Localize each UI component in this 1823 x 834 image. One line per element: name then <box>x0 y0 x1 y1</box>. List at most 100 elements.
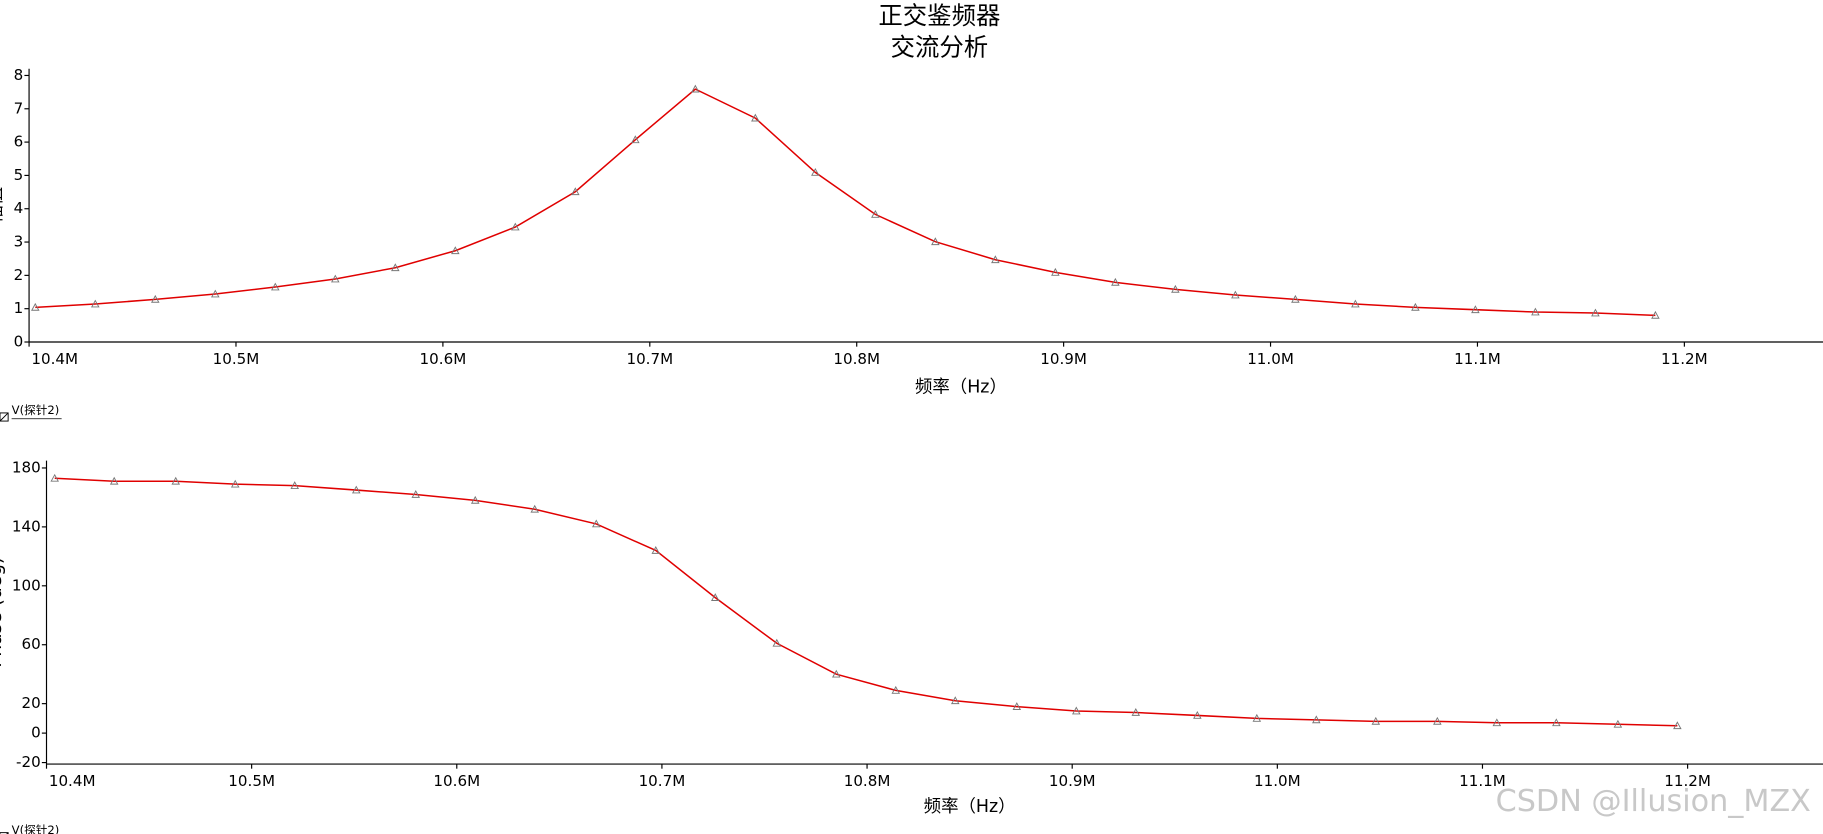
x-tick-label: 10.6M <box>420 350 467 368</box>
data-marker <box>1252 713 1262 722</box>
data-marker <box>1291 294 1300 303</box>
y-tick-label: 20 <box>21 694 40 712</box>
data-marker <box>91 299 100 308</box>
y-tick-label: 4 <box>14 199 24 217</box>
data-marker <box>31 302 40 311</box>
y-tick-label: 0 <box>14 333 24 351</box>
y-tick-label: 140 <box>12 517 41 535</box>
data-marker <box>1012 702 1022 710</box>
y-tick-label: 100 <box>12 576 41 594</box>
y-tick-label: 6 <box>14 133 24 151</box>
data-marker <box>1552 718 1561 727</box>
data-marker <box>592 519 601 528</box>
x-tick-label: 10.9M <box>1040 350 1087 368</box>
data-marker <box>651 545 661 554</box>
watermark: CSDN @Illusion_MZX <box>1496 784 1811 819</box>
data-marker <box>1231 290 1240 299</box>
data-marker <box>1051 267 1060 276</box>
x-tick-label: 10.5M <box>213 350 260 368</box>
data-marker <box>451 246 460 255</box>
data-marker <box>1411 302 1420 311</box>
y-tick-label: 7 <box>14 99 24 117</box>
x-tick-label: 11.1M <box>1454 350 1501 368</box>
y-tick-label: 5 <box>14 166 24 184</box>
x-tick-label: 11.0M <box>1247 350 1294 368</box>
legend-label: V(探针2) <box>12 823 60 834</box>
y-tick-label: -20 <box>16 753 41 771</box>
data-marker <box>691 84 700 93</box>
data-marker <box>710 593 720 601</box>
x-tick-label: 10.7M <box>626 350 673 368</box>
x-tick-label: 11.2M <box>1661 350 1708 368</box>
series-line <box>35 88 1656 317</box>
x-tick-label: 11.0M <box>1254 772 1301 790</box>
x-axis-label: 频率（Hz） <box>924 797 1016 817</box>
data-marker <box>772 638 782 647</box>
data-marker <box>1072 706 1081 715</box>
data-marker <box>1651 310 1660 319</box>
data-marker <box>50 473 59 482</box>
data-marker <box>950 696 960 705</box>
data-marker <box>1351 299 1360 308</box>
y-tick-label: 0 <box>31 724 41 742</box>
data-marker <box>1193 710 1202 719</box>
x-tick-label: 10.8M <box>833 350 880 368</box>
x-tick-label: 10.9M <box>1049 772 1096 790</box>
legend-swatch <box>0 412 9 422</box>
data-marker <box>811 167 820 176</box>
data-marker <box>571 187 580 196</box>
y-tick-label: 2 <box>14 266 24 284</box>
data-marker <box>331 274 340 283</box>
data-marker <box>931 237 940 246</box>
y-tick-label: 8 <box>14 66 24 84</box>
y-tick-label: 3 <box>14 233 24 251</box>
data-marker <box>109 476 119 485</box>
x-axis-label: 频率（Hz） <box>915 377 1007 397</box>
y-axis-label: 幅值 <box>0 187 6 224</box>
data-marker <box>1171 284 1180 293</box>
series-line <box>54 477 1678 727</box>
data-marker <box>1131 708 1141 716</box>
x-tick-label: 11.1M <box>1459 772 1506 790</box>
y-axis-label: Phase (deg) <box>0 557 6 668</box>
data-marker <box>290 481 299 490</box>
data-marker <box>271 282 280 291</box>
data-marker <box>871 209 880 218</box>
data-marker <box>991 255 1000 264</box>
data-marker <box>1471 305 1480 314</box>
data-marker <box>411 490 421 498</box>
data-marker <box>151 294 160 303</box>
x-tick-label: 10.4M <box>49 772 96 790</box>
data-marker <box>1371 716 1381 725</box>
x-tick-label: 10.7M <box>639 772 686 790</box>
data-marker <box>1312 715 1321 724</box>
data-marker <box>351 485 361 494</box>
x-tick-label: 11.2M <box>1664 772 1711 790</box>
x-tick-label: 10.4M <box>31 350 78 368</box>
data-marker <box>530 504 540 513</box>
data-marker <box>832 669 841 678</box>
x-tick-label: 10.5M <box>228 772 275 790</box>
data-marker <box>391 263 400 272</box>
data-marker <box>1591 308 1600 317</box>
data-marker <box>751 113 760 122</box>
data-marker <box>1613 719 1623 728</box>
legend-label: V(探针2) <box>12 403 60 417</box>
y-tick-label: 1 <box>14 299 24 317</box>
data-marker <box>470 495 480 504</box>
data-marker <box>1531 307 1540 316</box>
x-tick-label: 10.8M <box>844 772 891 790</box>
y-tick-label: 180 <box>12 458 41 476</box>
legend-swatch-line <box>0 412 9 422</box>
legend-swatch <box>0 832 9 834</box>
chart-title: 正交鉴频器 <box>878 1 1000 30</box>
data-marker <box>230 479 240 488</box>
chart-subtitle: 交流分析 <box>891 33 989 62</box>
data-marker <box>1673 721 1682 730</box>
data-marker <box>891 685 901 694</box>
data-marker <box>1433 716 1442 725</box>
x-tick-label: 10.6M <box>433 772 480 790</box>
y-tick-label: 60 <box>21 635 40 653</box>
data-marker <box>1492 718 1502 727</box>
